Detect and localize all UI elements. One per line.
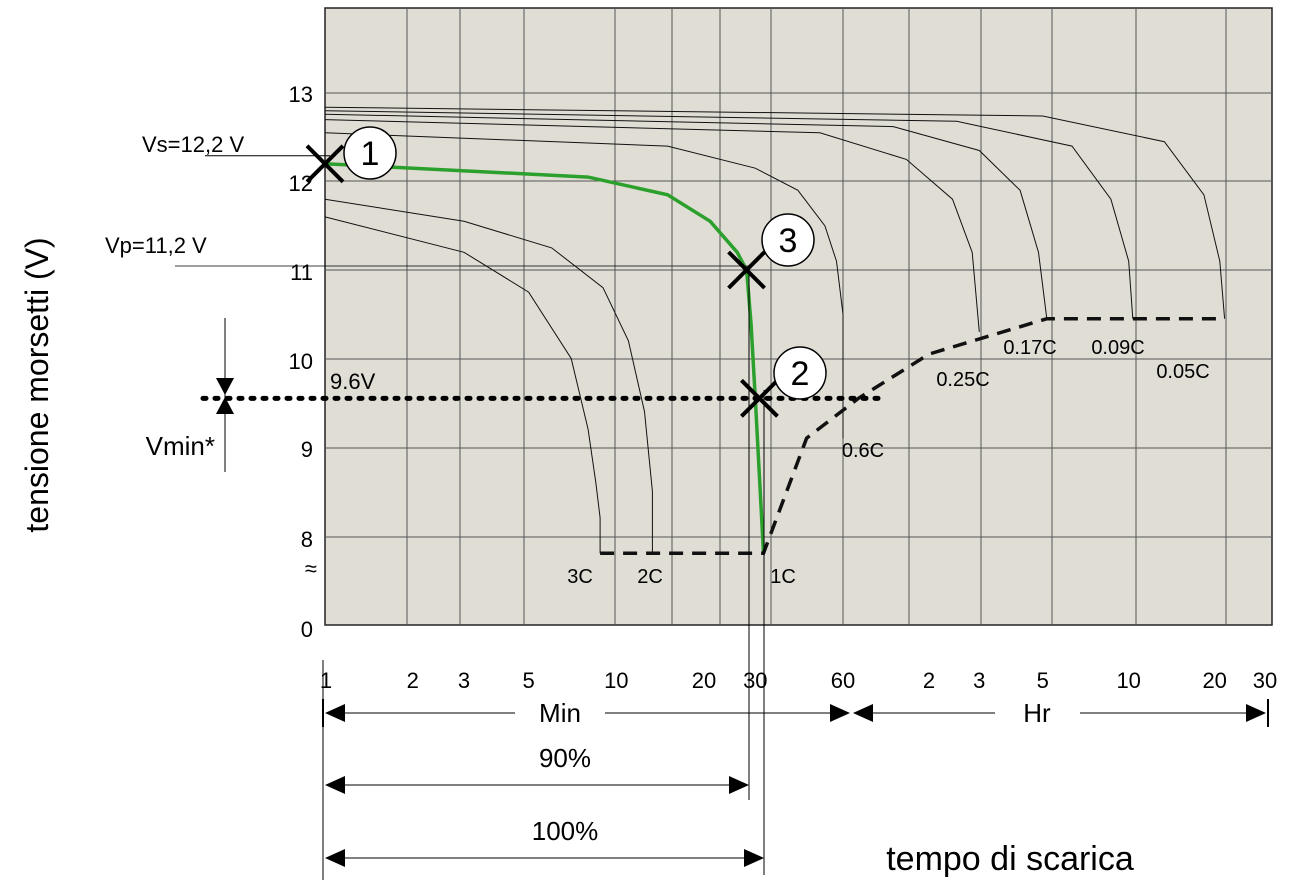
arrow-head (325, 849, 345, 867)
y-tick-label: 0 (301, 617, 313, 642)
series-label: 0.17C (1003, 337, 1056, 359)
y-tick-label: 10 (289, 349, 313, 374)
discharge-curve-3C (324, 216, 601, 554)
series-label: 3C (567, 566, 593, 588)
series-label: 0.25C (936, 369, 989, 391)
x-tick-label: 20 (1202, 668, 1226, 693)
point-circle (761, 213, 815, 267)
arrow-head (1246, 704, 1266, 722)
x-axis-title: tempo di scarica (886, 840, 1134, 878)
arrow-head (325, 704, 345, 722)
arrow-head (729, 776, 749, 794)
point-marker-x (740, 378, 779, 418)
x-tick-label: 5 (1037, 668, 1049, 693)
y-tick-label: 12 (289, 171, 313, 196)
x-tick-label: 2 (923, 668, 935, 693)
y-tick-label: 9 (301, 437, 313, 462)
point-circle (343, 126, 397, 180)
vmin-label: Vmin* (146, 431, 215, 461)
y-axis-title: tensione morsetti (V) (19, 237, 55, 532)
x-tick-label: 3 (458, 668, 470, 693)
discharge-curve-0-25C (324, 119, 980, 332)
arrow-head (853, 704, 873, 722)
x-tick-label: 30 (743, 668, 767, 693)
discharge-curve-1C (324, 162, 766, 554)
x-tick-label: 5 (522, 668, 534, 693)
arrow-head (325, 776, 345, 794)
x-tick-label: 3 (973, 668, 985, 693)
vs-label: Vs=12,2 V (142, 132, 244, 157)
series-label: 2C (637, 566, 663, 588)
point-marker-x (727, 250, 766, 290)
range-label-hr: Hr (1023, 698, 1051, 728)
y-tick-label: 8 (301, 527, 313, 552)
discharge-curve-0-09C (324, 110, 1134, 319)
x-tick-label: 10 (604, 668, 628, 693)
series-label: 0.6C (842, 440, 884, 462)
discharge-curve-0-17C (324, 113, 1048, 319)
vmin-line-label: 9.6V (330, 369, 376, 394)
percent-label: 100% (532, 816, 599, 846)
x-tick-label: 30 (1253, 668, 1277, 693)
range-label-min: Min (539, 698, 581, 728)
point-number: 3 (779, 222, 798, 260)
arrow-head (744, 849, 764, 867)
x-tick-label: 1 (320, 668, 332, 693)
series-label: 0.05C (1156, 361, 1209, 383)
x-tick-label: 20 (692, 668, 716, 693)
point-number: 2 (791, 355, 810, 393)
discharge-curve-2C (324, 198, 653, 554)
series-label: 1C (770, 566, 796, 588)
discharge-curve-0-6C (324, 132, 844, 439)
point-marker-x (305, 144, 345, 184)
percent-label: 90% (539, 743, 591, 773)
discharge-curve-0-05C (324, 106, 1226, 319)
vp-label: Vp=11,2 V (105, 233, 207, 258)
arrow-head (830, 704, 850, 722)
vmin-arrow-up (216, 397, 234, 414)
x-tick-label: 2 (407, 668, 419, 693)
plot-area (324, 7, 1273, 626)
point-circle (773, 346, 827, 400)
point-number: 1 (361, 135, 380, 173)
series-label: 0.09C (1091, 337, 1144, 359)
y-tick-label: 11 (290, 260, 313, 285)
x-tick-label: 10 (1116, 668, 1140, 693)
y-tick-label: 13 (289, 82, 313, 107)
vmin-arrow-down (216, 378, 234, 395)
axis-break-symbol: ≈ (305, 556, 317, 581)
x-tick-label: 60 (831, 668, 855, 693)
